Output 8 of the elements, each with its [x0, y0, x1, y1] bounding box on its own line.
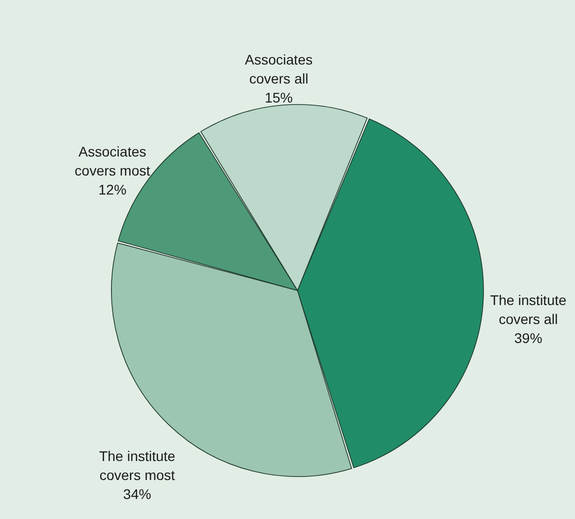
slice-label: The institute covers most — [99, 448, 176, 483]
data-label: 12% — [98, 181, 126, 198]
slice-label: Associates covers most — [74, 143, 150, 178]
slice-label: The institute covers all — [490, 292, 567, 327]
slice-label: Associates covers all — [244, 51, 313, 86]
data-label: 34% — [123, 486, 152, 502]
data-label: 15% — [264, 89, 293, 106]
data-label: 39% — [514, 330, 542, 346]
